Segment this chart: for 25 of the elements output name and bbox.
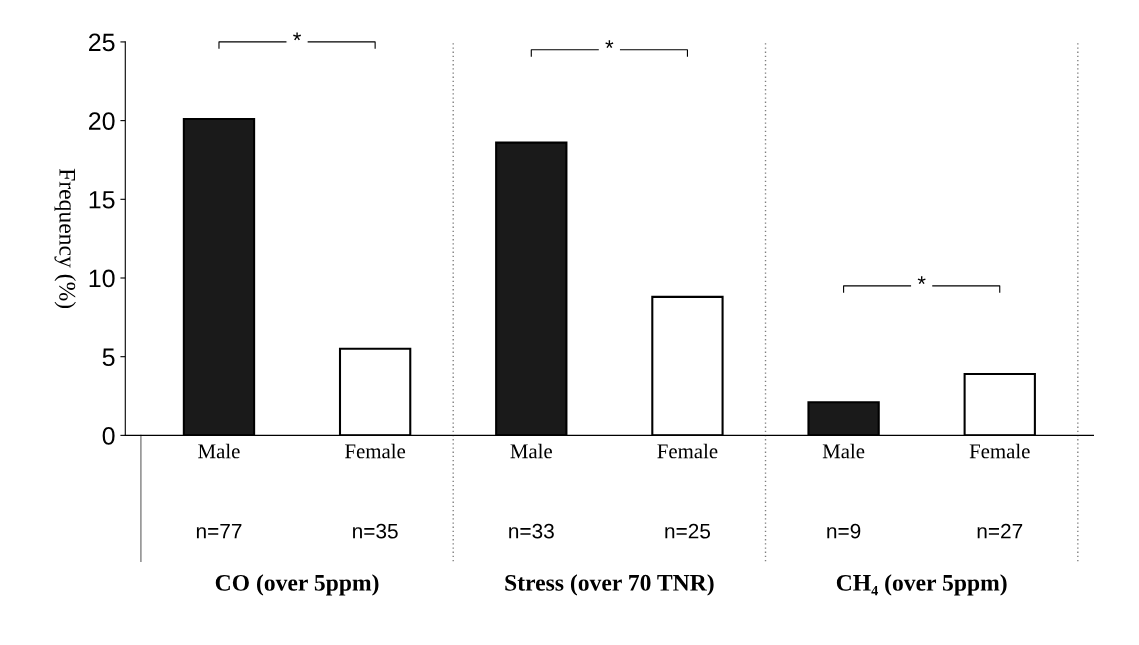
text: * xyxy=(293,32,302,41)
y-tick-label: 15 xyxy=(89,191,115,209)
text: n=9 xyxy=(827,523,861,539)
x-tick-label: Male xyxy=(822,443,865,459)
annotation: * xyxy=(917,276,926,285)
text: n=77 xyxy=(196,524,242,539)
x-tick-label: Female xyxy=(657,443,718,459)
x-tick-label: Female xyxy=(969,443,1030,459)
text: n=35 xyxy=(353,523,398,539)
x-tick-label: Female xyxy=(345,443,406,459)
text: n=27 xyxy=(977,523,1023,539)
text: n=25 xyxy=(665,523,711,539)
x-tick-label: Male xyxy=(198,443,240,459)
text: n=33 xyxy=(509,523,554,539)
y-tick-label: 10 xyxy=(89,269,115,288)
y-tick-label: 20 xyxy=(89,112,115,130)
text: Stress (over 70 TNR) xyxy=(505,574,714,596)
y-tick-label: 5 xyxy=(102,348,115,366)
x-tick-label: Male xyxy=(510,443,552,459)
text: CO (over 5ppm) xyxy=(215,574,379,596)
annotation: * xyxy=(605,40,614,49)
text: CH₄ (over 5ppm) xyxy=(836,574,1007,596)
y-tick-label: 0 xyxy=(102,426,115,445)
y-axis-title: Frequency (%) xyxy=(54,168,76,309)
y-tick-label: 25 xyxy=(89,33,115,52)
